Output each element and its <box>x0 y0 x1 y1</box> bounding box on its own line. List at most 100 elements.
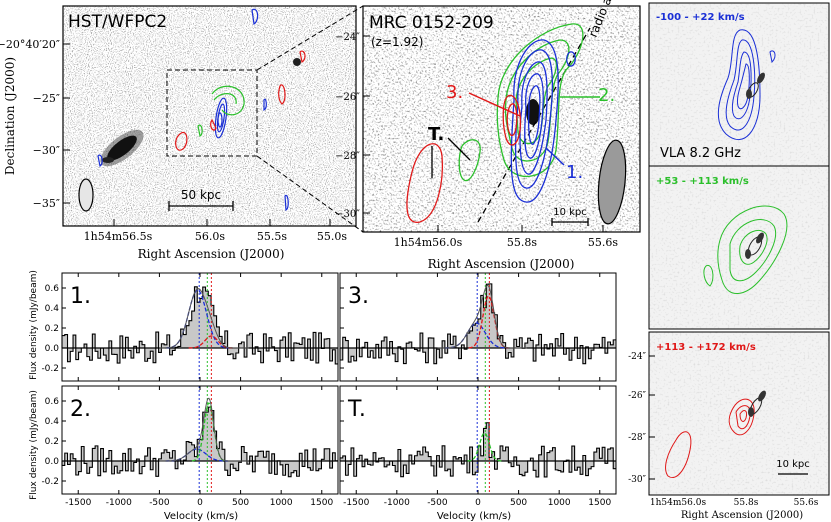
right3-ytick: -24″ <box>628 352 646 362</box>
mrc-ytick: −30″ <box>335 209 360 220</box>
right3-xtick: 55.8s <box>734 498 759 508</box>
foreground-galaxy <box>100 129 144 167</box>
hst-ytick: −20°40′20″ <box>0 38 60 51</box>
right3-core <box>748 390 766 417</box>
spectrum-ytick: 0.6 <box>45 284 60 294</box>
hst-ytick: −25″ <box>33 92 60 105</box>
region-label-1: 1. <box>566 162 583 183</box>
mrc-red-contours <box>406 94 522 223</box>
spectrum-xtick: -1000 <box>384 498 410 508</box>
spectrum-panel-label: 3. <box>348 284 369 309</box>
hst-ylabel: Declination (J2000) <box>3 57 17 175</box>
spectrum-xtick: 0 <box>197 498 203 508</box>
spectra-ylabel-bottom: Flux density (mJy/beam) <box>29 390 39 500</box>
spectrum-ytick: 0.4 <box>45 417 60 427</box>
mrc-subtitle: (z=1.92) <box>371 35 423 49</box>
right3-ytick: -28″ <box>628 433 646 443</box>
spectra-xlabel-right: Velocity (km/s) <box>437 511 511 522</box>
right2-core <box>745 232 764 259</box>
spectra: 0.6 0.4 0.2 0.0 -0.2 1. 3. -1500 -1000 -500 0 500 10… <box>29 270 617 522</box>
hst-title: HST/WFPC2 <box>68 12 167 32</box>
spectra-ylabel-top: Flux density (mJy/beam) <box>29 270 39 380</box>
hst-star <box>293 58 301 66</box>
spectrum-ytick: -0.2 <box>41 477 59 487</box>
mrc-blue-contours <box>510 39 576 203</box>
mrc-title: MRC 0152-209 <box>369 13 494 33</box>
mrc-ytick: −26″ <box>335 92 360 103</box>
region-label-T: T. <box>428 124 444 145</box>
spectrum-xtick: 1000 <box>548 498 571 508</box>
right3-label: +113 - +172 km/s <box>656 342 756 353</box>
mrc-ytick: −28″ <box>335 151 360 162</box>
hst-ytick: −30″ <box>33 144 60 157</box>
hst-xlabel: Right Ascension (J2000) <box>138 247 285 261</box>
zoom-connector <box>256 155 364 233</box>
right-panel-1: -100 - +22 km/s VLA 8.2 GHz <box>648 2 830 167</box>
mrc-scalebar-label: 10 kpc <box>553 207 587 218</box>
spectrum-ytick: 0.0 <box>45 344 60 354</box>
spectrum-ytick: -0.2 <box>41 364 59 374</box>
mrc-xlabel: Right Ascension (J2000) <box>428 257 575 271</box>
spectrum-xtick: -500 <box>427 498 448 508</box>
spectrum-panel: -1500 -1000 -500 0 500 1000 1500 T. <box>339 385 617 508</box>
mrc-xtick: 55.6s <box>588 236 618 249</box>
right1-note: VLA 8.2 GHz <box>660 146 741 161</box>
spectrum-panel-label: 2. <box>70 397 91 422</box>
right-panel-3: 10 kpc +113 - +172 km/s -24″ -26″ -28″ -… <box>628 331 830 521</box>
hst-xtick: 55.5s <box>257 230 287 243</box>
label-pointer-T <box>447 137 471 161</box>
spectrum-panel-label: 1. <box>70 284 91 309</box>
right3-xlabel: Right Ascension (J2000) <box>681 510 803 521</box>
right3-xtick: 1h54m56.0s <box>650 498 707 508</box>
hst-contours <box>97 8 306 211</box>
panel-mrc: radio axis 3. 2. 1. <box>335 0 641 271</box>
mrc-xtick: 55.8s <box>507 236 537 249</box>
right1-label: -100 - +22 km/s <box>656 12 745 23</box>
hst-scalebar-label: 50 kpc <box>181 188 221 202</box>
spectrum-panel-label: T. <box>347 397 366 422</box>
spectrum-ytick: 0.2 <box>45 437 59 447</box>
spectrum-panel: 0.6 0.4 0.2 0.0 -0.2 1. <box>41 272 339 382</box>
zoom-box <box>166 69 258 157</box>
spectrum-panel: -1500 -1000 -500 0 500 1000 1500 0.6 0.4 0.2 0.0 -0… <box>41 385 339 508</box>
radio-axis-line <box>477 27 591 223</box>
spectrum-xtick: 500 <box>232 498 249 508</box>
right3-scalebar-label: 10 kpc <box>776 459 810 470</box>
spectrum-xtick: -1500 <box>343 498 369 508</box>
right3-xtick: 55.6s <box>794 498 819 508</box>
spectrum-xtick: -1500 <box>65 498 91 508</box>
spectrum-xtick: 1500 <box>310 498 333 508</box>
spectrum-xtick: -500 <box>149 498 170 508</box>
spectrum-xtick: -1000 <box>106 498 132 508</box>
right2-green-contours <box>703 205 788 294</box>
mrc-beam <box>597 139 627 225</box>
spectrum-xtick: 1500 <box>588 498 611 508</box>
region-label-2: 2. <box>598 85 615 106</box>
mrc-ytick: −24″ <box>335 32 360 43</box>
right2-label: +53 - +113 km/s <box>656 176 749 187</box>
right-panel-2: +53 - +113 km/s <box>648 165 830 330</box>
spectrum-ytick: 0.6 <box>45 397 60 407</box>
hst-ytick: −35″ <box>33 197 60 210</box>
zoom-connector <box>256 5 364 71</box>
hst-xtick: 55.0s <box>317 230 347 243</box>
hst-xtick: 56.0s <box>195 230 225 243</box>
panel-hst: 50 kpc HST/WFPC2 −20°40′20″ −25″ −30″ −3… <box>0 5 357 261</box>
right3-ytick: -26″ <box>628 391 646 401</box>
mrc-noise-background <box>363 6 640 232</box>
spectrum-panel: 3. <box>339 272 617 382</box>
spectra-xlabel-left: Velocity (km/s) <box>164 511 238 522</box>
hst-beam <box>78 178 94 212</box>
spectrum-ytick: 0.4 <box>45 304 60 314</box>
right1-core <box>746 72 765 99</box>
hst-noise-background <box>63 6 356 226</box>
mrc-xtick: 1h54m56.0s <box>394 236 463 249</box>
label-pointer-3 <box>468 92 521 117</box>
label-pointer-1 <box>545 147 565 166</box>
spectrum-xtick: 500 <box>510 498 527 508</box>
spectrum-xtick: 1000 <box>270 498 293 508</box>
hst-xtick: 1h54m56.5s <box>84 230 153 243</box>
right3-ytick: -30″ <box>628 475 646 485</box>
spectrum-ytick: 0.0 <box>45 457 60 467</box>
